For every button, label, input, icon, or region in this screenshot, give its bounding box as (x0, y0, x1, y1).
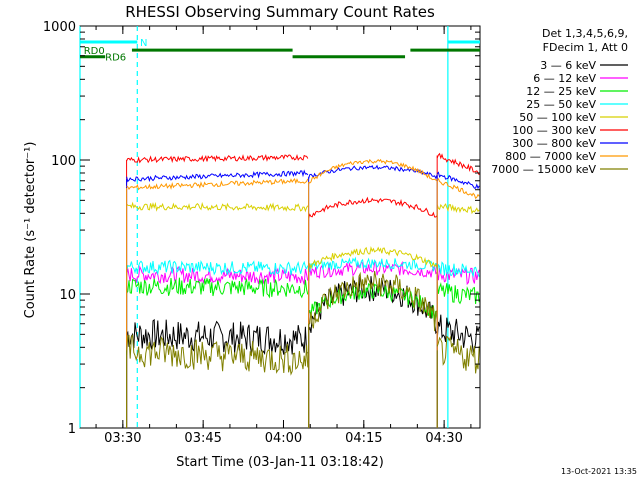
y-tick-label: 1000 (43, 20, 76, 35)
series-line (126, 164, 480, 428)
series-segment (436, 171, 480, 190)
series-segment (126, 277, 309, 299)
series-line (126, 270, 480, 428)
legend: Det 1,3,4,5,6,9, FDecim 1, Att 0 3 — 6 k… (491, 27, 628, 176)
legend-entry-label: 25 — 50 keV (526, 98, 596, 111)
series-lines (126, 152, 480, 428)
series-segment (308, 196, 438, 219)
legend-entry-label: 100 — 300 keV (512, 124, 596, 137)
series-segment (436, 177, 480, 200)
series-segment (308, 260, 438, 279)
series-segment (126, 259, 309, 276)
series-segment (126, 169, 309, 183)
legend-entry-label: 300 — 800 keV (512, 137, 596, 150)
series-segment (126, 201, 309, 213)
series-segment (126, 178, 309, 191)
series-segment (308, 164, 438, 180)
x-tick-label: 03:30 (104, 431, 141, 446)
flag-bar-label: RD6 (105, 53, 126, 64)
series-line (126, 276, 480, 428)
series-segment (436, 261, 480, 278)
x-tick-labels: 03:30 03:45 04:00 04:15 04:30 (104, 431, 463, 446)
legend-entry-label: 6 — 12 keV (533, 72, 596, 85)
series-segment (308, 276, 438, 335)
y-tick-label: 10 (59, 288, 76, 303)
series-segment (436, 282, 480, 305)
y-tick-label: 1 (68, 422, 76, 437)
series-segment (308, 245, 438, 270)
y-tick-label: 100 (51, 154, 76, 169)
series-segment (308, 256, 438, 272)
legend-header-line-2: FDecim 1, Att 0 (543, 41, 628, 54)
series-segment (126, 334, 309, 376)
y-tick-labels: 1 10 100 1000 (43, 20, 76, 437)
x-axis-label: Start Time (03-Jan-11 03:18:42) (176, 455, 384, 470)
legend-entry-label: 50 — 100 keV (519, 111, 596, 124)
series-segment (308, 158, 438, 184)
series-segment (436, 314, 480, 353)
series-segment (126, 318, 308, 356)
chart-title: RHESSI Observing Summary Count Rates (125, 3, 435, 21)
series-segment (126, 265, 309, 285)
y-axis-label: Count Rate (s⁻¹ detector⁻¹) (23, 142, 38, 319)
legend-entry-label: 800 — 7000 keV (505, 150, 596, 163)
x-tick-label: 03:45 (184, 431, 221, 446)
series-segment (436, 152, 480, 176)
series-segment (436, 335, 480, 374)
vertical-markers (79, 26, 449, 428)
legend-header-line-1: Det 1,3,4,5,6,9, (542, 27, 628, 40)
x-tick-label: 04:00 (265, 431, 302, 446)
series-segment (126, 153, 309, 164)
series-segment (308, 282, 438, 320)
series-line (126, 152, 480, 428)
legend-entry-label: 3 — 6 keV (540, 59, 596, 72)
axis-ticks (80, 25, 480, 429)
flag-bar-label: RD0 (84, 46, 105, 57)
x-tick-label: 04:15 (345, 431, 382, 446)
plot-frame (79, 25, 481, 429)
series-line (126, 277, 480, 428)
legend-entry-label: 7000 — 15000 keV (491, 163, 596, 176)
legend-entry-label: 12 — 25 keV (526, 85, 596, 98)
series-segment (436, 203, 480, 215)
flag-bar-label: N (140, 38, 147, 49)
x-tick-label: 04:30 (425, 431, 462, 446)
series-segment (308, 270, 438, 332)
footer-timestamp: 13-Oct-2021 13:35 (561, 467, 637, 476)
